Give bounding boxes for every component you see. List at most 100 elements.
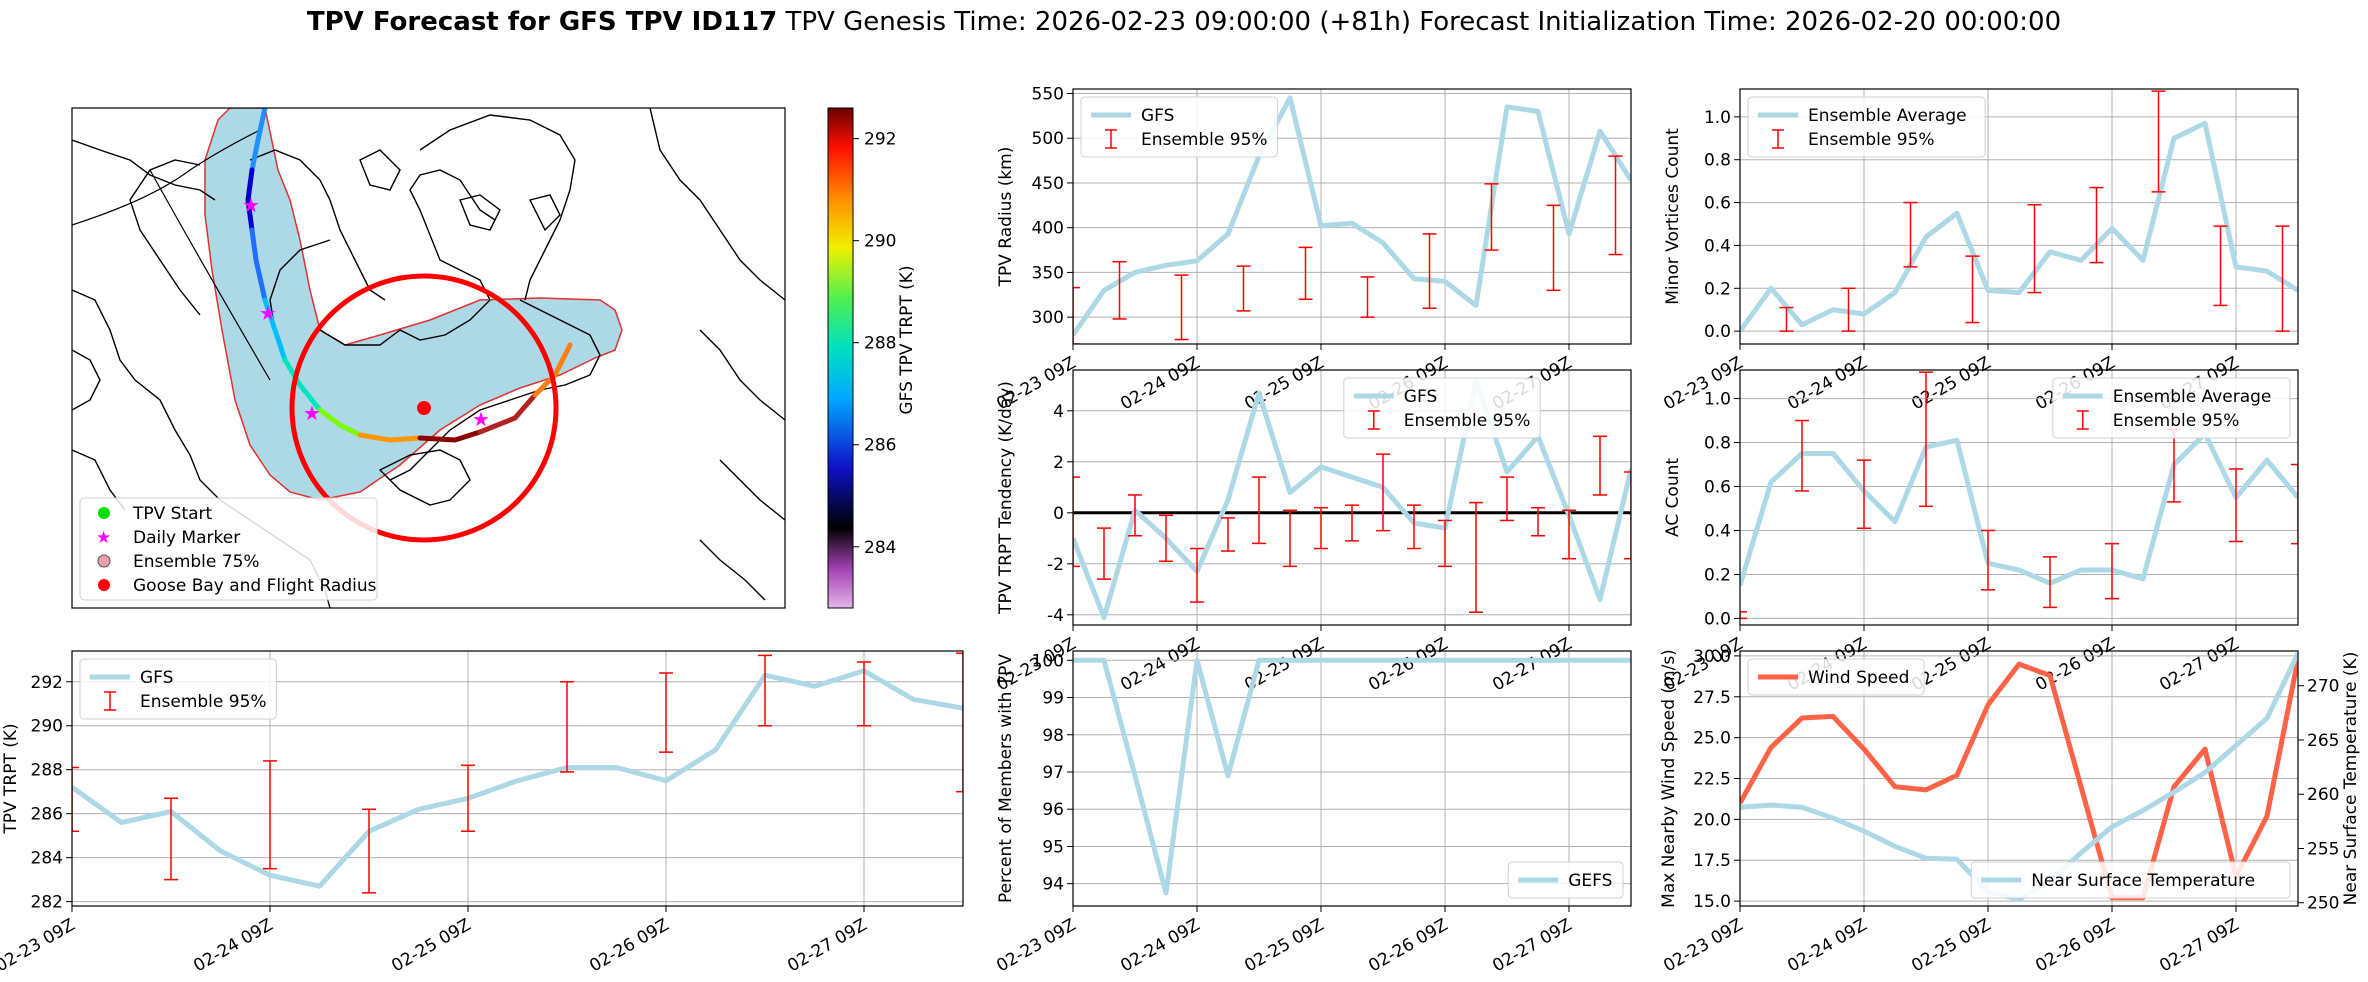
y-tick-label: 0.2 — [1704, 279, 1731, 299]
plot-area — [1073, 95, 1631, 344]
legend-box — [79, 658, 277, 720]
legend-label: Wind Speed — [1808, 668, 1909, 688]
y-tick-label: 4 — [1053, 402, 1064, 422]
x-tick-label: 02-27 09Z — [1489, 915, 1575, 976]
x-tick-label: 02-24 09Z — [1117, 353, 1203, 414]
y-tick-label: 100 — [1032, 651, 1064, 671]
legend-box — [1970, 861, 2291, 899]
colorbar-tick-label: 286 — [864, 436, 896, 456]
legend: GEFS — [1507, 861, 1624, 899]
legend-label: GFS — [1141, 106, 1174, 126]
legend-label: Ensemble Average — [1808, 106, 1967, 126]
legend-label: Ensemble 95% — [1808, 130, 1935, 150]
coastlines — [72, 108, 785, 608]
daily-marker: ★ — [242, 193, 260, 217]
tpv-track — [245, 108, 573, 443]
x-tick-label: 02-24 09Z — [1117, 634, 1203, 695]
y-tick-label: 500 — [1032, 129, 1064, 149]
y-tick-label: 22.5 — [1693, 770, 1731, 790]
daily-marker: ★ — [259, 301, 277, 325]
y-tick-label: 1.0 — [1704, 390, 1731, 410]
axes-frame — [1072, 88, 1632, 345]
y-tick-label: -2 — [1047, 555, 1064, 575]
colorbar-tick-label: 288 — [864, 334, 896, 354]
x-tick-label: 02-26 09Z — [2032, 634, 2118, 695]
y-tick-label: 0.8 — [1704, 434, 1731, 454]
y-right-tick-label: 270 — [2307, 677, 2339, 697]
y-axis-label: TPV TRPT (K) — [1, 723, 21, 834]
series-line-gefs — [1073, 657, 1631, 896]
y-axis-label: TPV TRPT Tendency (K/day) — [996, 381, 1016, 615]
y-tick-label: 0.8 — [1704, 151, 1731, 171]
y-tick-label: 17.5 — [1693, 851, 1731, 871]
y-tick-label: 0.0 — [1704, 322, 1731, 342]
x-tick-label: 02-25 09Z — [1241, 915, 1327, 976]
daily-markers: ★ ★ ★ ★ — [242, 193, 490, 431]
x-tick-label: 02-25 09Z — [1908, 915, 1994, 976]
y-tick-label: 25.0 — [1693, 729, 1731, 749]
y-tick-label: 97 — [1042, 763, 1064, 783]
plot-area — [1740, 90, 2298, 333]
trpt-panel: 282 284 286 288 290 292 02-23 09Z 02-24 09Z 02-2… — [0, 650, 964, 976]
y-right-axis-label: Near Surface Temperature (K) — [2341, 652, 2361, 906]
y-axis-label: Minor Vortices Count — [1663, 128, 1683, 305]
plot-area — [72, 652, 963, 894]
y-tick-label: 550 — [1032, 84, 1064, 104]
map-legend-daily: Daily Marker — [133, 528, 240, 548]
legend-box — [1080, 96, 1278, 158]
y-tick-label: 282 — [31, 893, 63, 913]
y-tick-label: 20.0 — [1693, 810, 1731, 830]
legend-label: Ensemble 95% — [140, 692, 267, 712]
x-tick-label: 02-26 09Z — [586, 915, 672, 976]
y-tick-label: 1.0 — [1704, 108, 1731, 128]
y-axis-label: Max Nearby Wind Speed (m/s) — [1659, 649, 1679, 908]
ensemble-75-envelope — [204, 108, 623, 501]
y-tick-label: 0.6 — [1704, 478, 1731, 498]
legend-box — [1747, 96, 1986, 158]
x-tick-label: 02-27 09Z — [784, 915, 870, 976]
y-tick-label: -4 — [1047, 606, 1064, 626]
y-tick-label: 0.4 — [1704, 521, 1731, 541]
y-tick-label: 0.4 — [1704, 236, 1731, 256]
series-line-ensemble-average — [1740, 431, 2298, 587]
legend-label: GFS — [140, 668, 173, 688]
figure-title: TPV Forecast for GFS TPV ID117 TPV Genes… — [307, 7, 2061, 37]
legend-label: GFS — [1404, 387, 1437, 407]
x-tick-label: 02-24 09Z — [1117, 915, 1203, 976]
flight-radius-circle — [289, 273, 559, 543]
map-legend-ensemble: Ensemble 75% — [133, 552, 260, 572]
tpv-start-icon — [98, 507, 110, 519]
series-line-gfs — [1073, 95, 1631, 337]
x-tick-label: 02-24 09Z — [1784, 915, 1870, 976]
y-tick-label: 290 — [31, 717, 63, 737]
colorbar-tick-label: 292 — [864, 130, 896, 150]
axes-frame — [1739, 88, 2299, 345]
legend-box — [1343, 377, 1541, 439]
legend: GFS Ensemble 95% — [1080, 96, 1278, 158]
y-tick-label: 0.6 — [1704, 194, 1731, 214]
legend-box — [2052, 377, 2291, 439]
plot-area — [1740, 652, 2298, 902]
series-line-near-surface-temperature — [1740, 652, 2298, 902]
legend: Ensemble Average Ensemble 95% — [2052, 377, 2291, 439]
x-tick-label: 02-26 09Z — [1365, 634, 1451, 695]
map-legend-goose: Goose Bay and Flight Radius — [133, 576, 377, 596]
map-legend-start: TPV Start — [132, 504, 213, 524]
map-legend: TPV Start ★ Daily Marker Ensemble 75% Go… — [79, 497, 378, 601]
legend-label: GEFS — [1568, 871, 1612, 891]
y-axis-label: TPV Radius (km) — [996, 147, 1016, 288]
x-tick-label: 02-27 09Z — [2156, 915, 2242, 976]
y-tick-label: 288 — [31, 761, 63, 781]
y-tick-label: 300 — [1032, 308, 1064, 328]
legend-label: Ensemble Average — [2113, 387, 2272, 407]
axes-frame — [1072, 650, 1632, 907]
y-tick-label: 96 — [1042, 800, 1064, 820]
legend: Wind Speed — [1747, 658, 1925, 696]
y-tick-label: 0 — [1053, 504, 1064, 524]
wind-temp-panel: 15.0 17.5 20.0 22.5 25.0 27.5 30.0 250 255 260 265… — [1659, 647, 2361, 976]
y-tick-label: 2 — [1053, 453, 1064, 473]
y-right-tick-label: 250 — [2307, 894, 2339, 914]
y-tick-label: 99 — [1042, 689, 1064, 709]
